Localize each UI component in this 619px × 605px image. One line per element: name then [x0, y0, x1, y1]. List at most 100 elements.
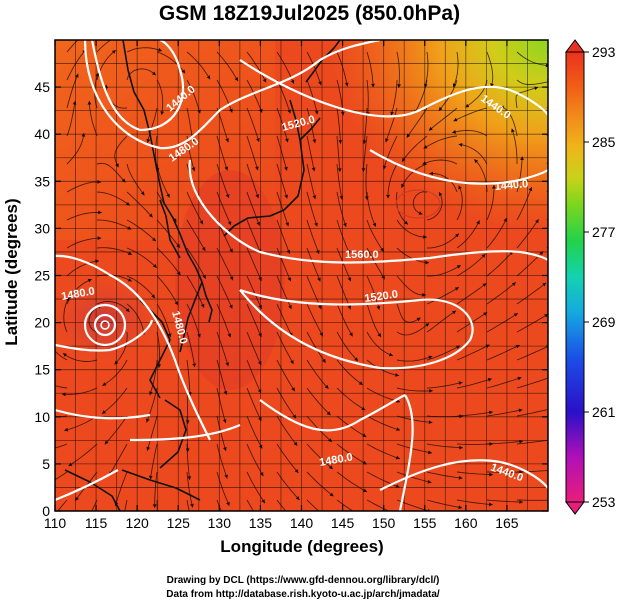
streamline-arrow: [520, 156, 524, 161]
streamline-arrow: [390, 111, 394, 116]
streamline: [486, 217, 508, 249]
contour-label: 1440.0: [494, 178, 529, 193]
streamline: [306, 387, 331, 416]
streamline-arrow: [458, 381, 463, 385]
streamline-arrow: [102, 410, 106, 414]
colorbar-label: 261: [592, 404, 616, 420]
y-tick-label: 10: [34, 409, 50, 425]
y-tick-label: 15: [34, 362, 50, 378]
streamline: [499, 105, 518, 137]
streamline: [516, 219, 539, 249]
streamline-arrow: [503, 218, 507, 222]
streamline: [366, 219, 385, 252]
streamline: [186, 275, 205, 308]
x-tick-label: 130: [208, 515, 232, 531]
streamline-arrow: [87, 101, 92, 105]
streamline-arrow: [347, 277, 352, 282]
x-axis-label: Longitude (degrees): [220, 537, 384, 556]
streamline-arrow: [225, 194, 230, 198]
streamline-arrow: [372, 222, 377, 227]
streamline-arrow: [293, 441, 298, 446]
streamline: [186, 135, 195, 172]
streamline: [336, 415, 367, 438]
streamline: [186, 443, 191, 480]
streamline-arrow: [190, 139, 195, 144]
streamline-arrow: [127, 278, 132, 282]
streamline-arrow: [517, 376, 522, 381]
y-tick-label: 20: [34, 315, 50, 331]
streamline-arrow: [227, 221, 232, 226]
streamline-arrow: [98, 210, 102, 215]
streamline-arrow: [395, 455, 400, 460]
streamline: [66, 133, 85, 165]
streamline-arrow: [427, 479, 432, 484]
streamline: [336, 471, 368, 493]
streamline-arrow: [291, 387, 295, 392]
x-tick-label: 145: [331, 515, 355, 531]
streamline-arrow: [519, 500, 523, 504]
streamline-arrow: [362, 488, 367, 492]
streamline: [246, 275, 263, 310]
streamline-arrow: [181, 69, 186, 74]
streamline-arrow: [459, 414, 463, 419]
streamline: [66, 181, 102, 193]
streamline: [276, 359, 296, 392]
streamline: [64, 415, 98, 432]
streamline: [186, 51, 211, 80]
chart-title: GSM 18Z19Jul2025 (850.0hPa): [158, 2, 461, 25]
streamline: [66, 278, 92, 305]
streamline: [126, 219, 157, 242]
streamline-arrow: [44, 333, 48, 337]
x-tick-label: 125: [167, 515, 191, 531]
streamline: [366, 79, 369, 116]
streamline-arrow: [225, 362, 230, 367]
streamline-arrow: [422, 293, 426, 297]
streamline-arrow: [287, 277, 292, 282]
streamline-arrow: [158, 48, 162, 52]
streamline-arrow: [511, 282, 516, 287]
streamline: [216, 51, 239, 82]
streamline-arrow: [500, 105, 504, 110]
streamline: [186, 303, 201, 338]
streamline-arrow: [256, 221, 261, 226]
streamline: [216, 471, 230, 506]
streamline-arrow: [75, 496, 79, 501]
streamline-arrow: [395, 513, 399, 517]
colorbar-top-arrow: [565, 39, 585, 53]
streamline: [516, 313, 548, 333]
streamline-arrow: [326, 411, 331, 416]
streamline-arrow: [459, 445, 463, 450]
streamline-arrow: [312, 195, 317, 200]
streamline: [156, 275, 179, 306]
colorbar: 293 285 277 269 261 253: [565, 39, 616, 515]
colorbar-label: 253: [592, 494, 616, 510]
streamline-arrow: [476, 220, 480, 225]
streamline: [426, 233, 460, 249]
streamline-arrow: [146, 418, 150, 423]
y-tick-label: 40: [34, 126, 50, 142]
streamline-arrow: [402, 157, 406, 162]
streamline: [88, 100, 98, 137]
streamline: [336, 443, 367, 465]
streamline: [55, 385, 68, 389]
streamline-arrow: [429, 171, 433, 176]
streamline-arrow: [111, 50, 116, 54]
streamline: [452, 51, 459, 88]
streamline: [515, 86, 539, 109]
streamline: [336, 163, 343, 200]
streamline-arrow: [151, 294, 155, 299]
streamline: [55, 350, 68, 361]
streamline: [456, 411, 493, 417]
streamline: [186, 247, 207, 279]
streamline-arrow: [174, 301, 178, 306]
streamline-arrow: [429, 389, 433, 393]
streamline: [336, 303, 353, 337]
streamline-arrow: [317, 277, 321, 282]
streamline-arrow: [75, 73, 79, 78]
streamline: [216, 79, 233, 113]
streamline: [276, 275, 292, 310]
streamline-arrow: [428, 355, 433, 360]
streamline-arrow: [452, 310, 456, 315]
streamline: [246, 219, 262, 254]
streamline: [516, 51, 548, 67]
